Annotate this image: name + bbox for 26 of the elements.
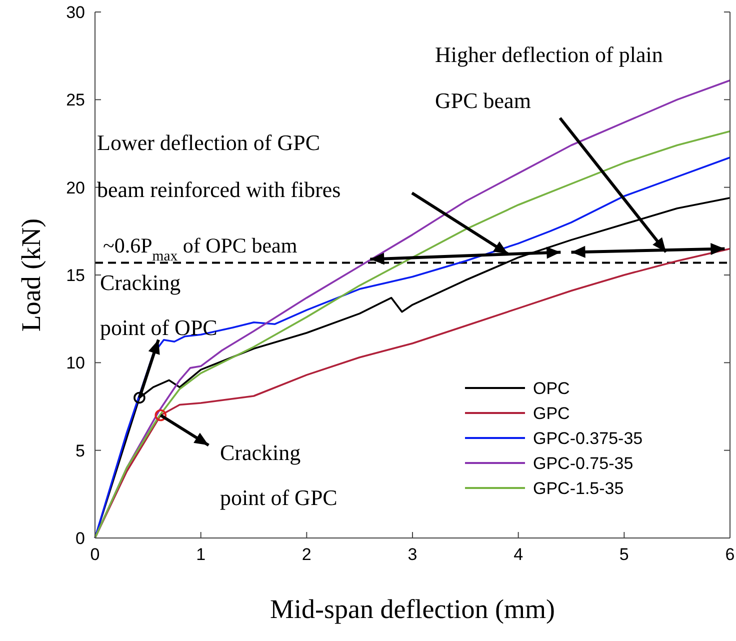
legend-label: GPC-0.375-35	[533, 429, 643, 448]
x-tick-label: 6	[725, 545, 735, 564]
legend-label: GPC	[533, 404, 570, 423]
ref-line-label: ~0.6P$_{max}$ of OPC beam	[103, 234, 298, 265]
y-tick-label: 0	[76, 529, 85, 548]
x-tick-label: 0	[90, 545, 100, 564]
y-tick-label: 5	[76, 441, 85, 460]
annotation: Cracking point of GPC	[220, 440, 338, 510]
x-tick-label: 3	[408, 545, 418, 564]
x-axis-title: Mid-span deflection (mm)	[270, 594, 555, 624]
x-tick-label: 2	[302, 545, 312, 564]
y-tick-label: 20	[66, 178, 85, 198]
x-tick-label: 1	[196, 545, 206, 564]
y-tick-label: 30	[66, 3, 85, 22]
legend-label: GPC-0.75-35	[533, 454, 634, 473]
legend-label: GPC-1.5-35	[533, 479, 624, 498]
annotation: Higher deflection of plain GPC beam	[435, 42, 663, 113]
annotation: Lower deflection of GPC beam reinforced with fibres	[97, 130, 341, 202]
legend-label: OPC	[533, 379, 570, 398]
x-tick-label: 4	[514, 545, 524, 564]
y-tick-label: 10	[66, 354, 85, 373]
y-axis-title: Load (kN)	[16, 218, 46, 332]
x-tick-label: 5	[619, 545, 629, 564]
annotation: Cracking point of OPC	[100, 270, 218, 340]
y-tick-label: 25	[66, 90, 85, 110]
y-tick-label: 15	[66, 266, 85, 285]
